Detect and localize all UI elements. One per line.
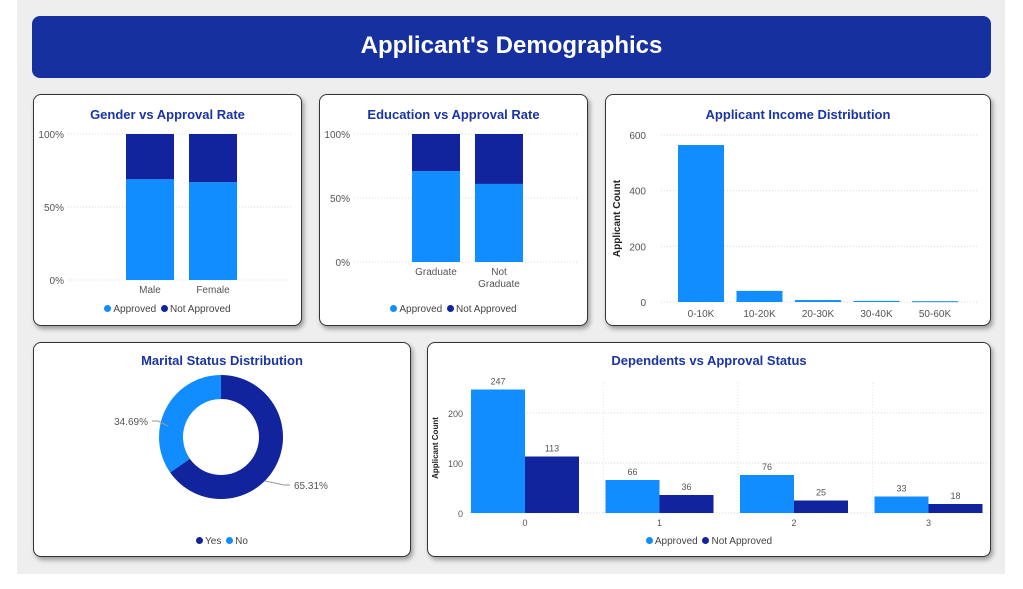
legend-item-not-approved[interactable]: Not Approved [160,304,231,315]
dependents-chart-title: Dependents vs Approval Status [611,353,807,368]
data-label: 18 [950,491,960,501]
bar-approved [471,389,525,513]
legend-item-approved[interactable]: Approved [645,536,698,547]
income-chart-plot: 0 200 400 600 Applicant Count 0-10K 10-20K 20-3… [612,131,978,320]
gender-approval-card[interactable]: Gender vs Approval Rate 0% 50% 100% Male Fem… [33,94,302,326]
y-tick-label: 600 [629,131,646,142]
marital-chart-legend: Yes No [34,536,410,547]
data-label: 25 [816,488,826,498]
income-distribution-card[interactable]: Applicant Income Distribution 0 200 400 600… [605,94,991,326]
education-chart-title: Education vs Approval Rate [367,107,540,122]
marital-chart-plot: 65.31% 34.69% [114,375,328,499]
data-label: 33 [896,484,906,494]
x-tick-label: 2 [791,518,796,528]
x-tick-label: 0 [522,518,527,528]
y-tick-label: 100% [324,130,350,141]
income-bar [853,300,900,302]
x-tick-label: 20-30K [802,309,835,320]
x-tick-label: 30-40K [860,309,893,320]
y-tick-label: 50% [44,203,64,214]
y-tick-label: 400 [629,187,646,198]
data-label-leader [152,420,169,427]
y-tick-label: 0 [458,509,463,519]
y-tick-label: 100% [38,130,64,141]
y-axis-label: Applicant Count [612,179,623,257]
income-bar [912,301,958,303]
data-label: 247 [490,377,505,387]
data-label: 66 [627,467,637,477]
bar-segment-approved [126,179,174,280]
bar-not-approved [659,495,714,513]
gender-chart-plot: 0% 50% 100% Male Female [38,130,292,296]
marital-status-card[interactable]: Marital Status Distribution 65.31% 34.69%… [33,342,411,557]
legend-item-approved[interactable]: Approved [104,304,156,315]
bar-approved [874,496,929,513]
legend-item-no[interactable]: No [226,536,248,547]
donut-slice-yes [170,375,283,499]
bar-segment-approved [189,182,237,280]
dependents-approval-card[interactable]: Dependents vs Approval Status 0 100 200 App… [427,342,991,557]
bar-approved [740,475,794,513]
report-banner: Applicant's Demographics [32,16,991,78]
x-tick-label: Not [491,267,507,278]
income-chart-title: Applicant Income Distribution [705,107,891,122]
income-bar [736,290,783,302]
x-tick-label: Male [139,285,161,296]
x-tick-label: Graduate [415,267,457,278]
x-tick-label: Graduate [478,279,520,290]
bar-segment-not-approved [475,134,523,184]
y-tick-label: 50% [330,194,350,205]
legend-item-not-approved[interactable]: Not Approved [446,304,517,315]
x-tick-label: Female [196,285,230,296]
data-label: 113 [545,444,559,454]
bar-segment-not-approved [189,134,237,183]
gender-chart-title: Gender vs Approval Rate [90,107,245,122]
bar-segment-approved [475,183,523,262]
legend-item-yes[interactable]: Yes [196,536,221,547]
bar-segment-not-approved [412,134,460,172]
y-tick-label: 0% [336,258,351,269]
dependents-chart-plot: 0 100 200 Applicant Count 247 113 0 66 36 1 76 25 2 3… [431,377,988,528]
bar-not-approved [794,500,848,513]
y-tick-label: 200 [629,242,646,253]
income-bar [678,145,724,302]
y-tick-label: 100 [448,459,463,469]
dependents-chart-legend: Approved Not Approved [428,536,990,547]
income-bar [795,300,841,302]
legend-item-not-approved[interactable]: Not Approved [702,536,772,547]
data-label-no: 34.69% [114,417,148,428]
marital-chart-title: Marital Status Distribution [141,353,303,368]
y-tick-label: 200 [448,409,463,419]
donut-slice-no [159,375,221,473]
x-tick-label: 50-60K [919,309,952,320]
bar-not-approved [928,504,983,513]
data-label: 76 [762,462,772,472]
legend-item-approved[interactable]: Approved [390,304,442,315]
bar-approved [605,480,660,513]
gender-chart-legend: Approved Not Approved [34,304,301,315]
x-tick-label: 10-20K [743,309,776,320]
data-label-leader [264,480,290,486]
bar-not-approved [525,456,579,513]
x-tick-label: 0-10K [688,309,715,320]
education-chart-legend: Approved Not Approved [320,304,587,315]
y-tick-label: 0 [640,298,646,309]
y-axis-label: Applicant Count [431,417,440,479]
bar-segment-not-approved [126,134,174,180]
education-approval-card[interactable]: Education vs Approval Rate 0% 50% 100% Grad… [319,94,588,326]
data-label-yes: 65.31% [294,481,328,492]
x-tick-label: 3 [926,518,931,528]
data-label: 36 [681,482,691,492]
bar-segment-approved [412,171,460,262]
x-tick-label: 1 [657,518,662,528]
y-tick-label: 0% [50,276,65,287]
report-title: Applicant's Demographics [360,32,663,59]
